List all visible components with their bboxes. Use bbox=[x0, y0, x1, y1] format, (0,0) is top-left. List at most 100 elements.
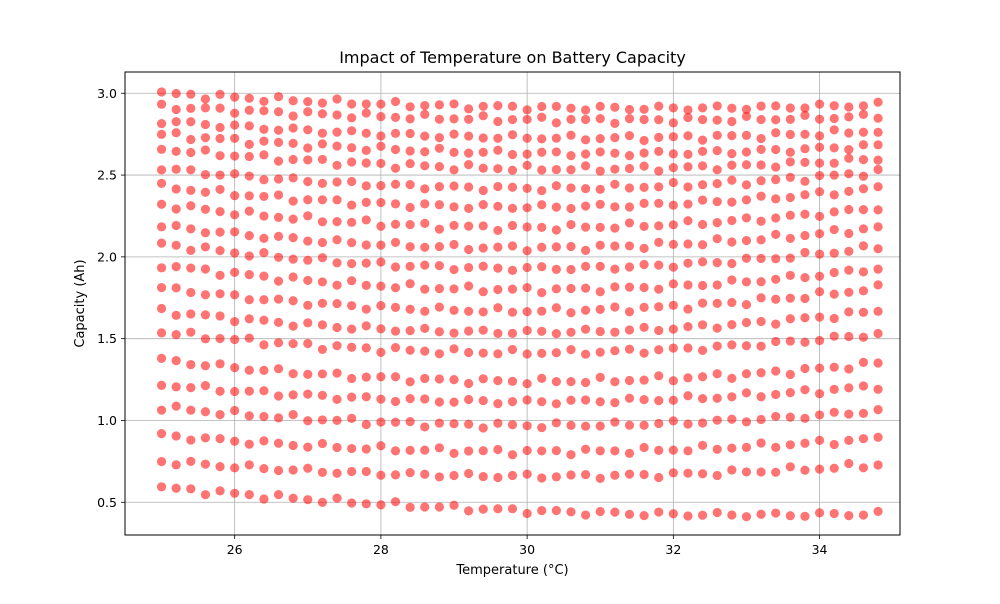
scatter-point bbox=[332, 110, 342, 120]
scatter-point bbox=[610, 164, 620, 174]
scatter-point bbox=[741, 147, 752, 157]
scatter-point bbox=[273, 137, 284, 147]
scatter-point bbox=[581, 245, 591, 255]
scatter-point bbox=[581, 324, 591, 334]
scatter-point bbox=[288, 493, 298, 503]
scatter-point bbox=[347, 466, 357, 477]
scatter-point bbox=[624, 420, 635, 430]
scatter-point bbox=[595, 134, 605, 144]
scatter-point bbox=[347, 157, 357, 167]
scatter-point bbox=[273, 294, 284, 304]
scatter-point bbox=[873, 506, 883, 517]
scatter-point bbox=[756, 293, 766, 303]
scatter-point bbox=[171, 240, 181, 250]
scatter-point bbox=[873, 155, 883, 165]
scatter-point bbox=[858, 408, 869, 418]
scatter-point bbox=[376, 500, 386, 510]
scatter-point bbox=[697, 394, 708, 404]
scatter-point bbox=[259, 295, 269, 305]
scatter-point bbox=[493, 472, 503, 483]
scatter-point bbox=[522, 421, 532, 431]
scatter-point bbox=[156, 178, 167, 189]
scatter-point bbox=[844, 364, 854, 374]
scatter-point bbox=[493, 376, 503, 386]
scatter-point bbox=[873, 182, 883, 192]
scatter-point bbox=[756, 133, 766, 144]
scatter-point bbox=[654, 166, 664, 176]
scatter-point bbox=[171, 128, 181, 138]
scatter-point bbox=[464, 148, 474, 158]
scatter-point bbox=[610, 282, 620, 292]
scatter-point bbox=[171, 382, 181, 392]
scatter-point bbox=[507, 149, 518, 160]
scatter-point bbox=[624, 218, 635, 228]
scatter-point bbox=[624, 130, 635, 141]
scatter-point bbox=[244, 333, 254, 343]
scatter-point bbox=[537, 134, 547, 144]
scatter-point bbox=[639, 348, 649, 358]
scatter-point bbox=[595, 199, 605, 209]
scatter-point bbox=[464, 203, 474, 213]
scatter-point bbox=[551, 242, 561, 252]
scatter-point bbox=[639, 182, 649, 192]
scatter-point bbox=[288, 154, 298, 165]
scatter-point bbox=[303, 176, 313, 187]
scatter-point bbox=[390, 237, 401, 248]
scatter-point bbox=[317, 298, 328, 308]
scatter-point bbox=[551, 418, 561, 428]
scatter-point bbox=[756, 277, 766, 287]
scatter-point bbox=[464, 326, 474, 336]
scatter-point bbox=[303, 211, 313, 221]
scatter-point bbox=[800, 337, 810, 347]
scatter-point bbox=[200, 290, 211, 300]
scatter-point bbox=[156, 118, 167, 129]
scatter-point bbox=[800, 511, 810, 521]
scatter-point bbox=[610, 148, 620, 158]
scatter-point bbox=[420, 469, 430, 479]
scatter-point bbox=[785, 462, 795, 472]
scatter-point bbox=[420, 109, 430, 119]
scatter-point bbox=[814, 114, 825, 124]
scatter-point bbox=[493, 225, 503, 236]
scatter-point bbox=[449, 328, 459, 338]
scatter-point bbox=[697, 345, 708, 356]
scatter-point bbox=[741, 111, 752, 122]
scatter-point bbox=[361, 280, 371, 290]
scatter-point bbox=[273, 107, 284, 117]
scatter-point bbox=[581, 183, 591, 194]
scatter-point bbox=[741, 160, 752, 170]
scatter-point bbox=[522, 379, 532, 389]
scatter-point bbox=[420, 199, 430, 209]
scatter-point bbox=[230, 386, 240, 397]
scatter-point bbox=[697, 280, 708, 291]
scatter-point bbox=[727, 131, 737, 141]
scatter-point bbox=[683, 373, 693, 383]
scatter-point bbox=[829, 207, 839, 217]
scatter-point bbox=[566, 470, 576, 480]
scatter-point bbox=[507, 504, 518, 514]
scatter-point bbox=[712, 369, 722, 379]
scatter-point bbox=[288, 254, 298, 264]
scatter-point bbox=[230, 191, 240, 201]
scatter-point bbox=[668, 200, 678, 210]
scatter-point bbox=[288, 339, 298, 349]
scatter-point bbox=[215, 386, 225, 396]
scatter-point bbox=[581, 261, 591, 272]
scatter-point bbox=[156, 129, 167, 139]
scatter-point bbox=[244, 490, 254, 500]
scatter-point bbox=[449, 239, 459, 250]
scatter-point bbox=[405, 377, 415, 387]
scatter-point bbox=[581, 161, 591, 171]
scatter-point bbox=[639, 442, 649, 453]
scatter-point bbox=[390, 302, 401, 312]
scatter-point bbox=[420, 260, 430, 270]
scatter-point bbox=[420, 161, 430, 171]
scatter-point bbox=[347, 217, 357, 227]
scatter-point bbox=[814, 170, 825, 181]
scatter-point bbox=[420, 306, 430, 316]
scatter-point bbox=[537, 242, 547, 252]
scatter-point bbox=[727, 297, 737, 308]
scatter-point bbox=[186, 134, 196, 145]
scatter-point bbox=[156, 238, 167, 248]
scatter-point bbox=[639, 302, 649, 312]
